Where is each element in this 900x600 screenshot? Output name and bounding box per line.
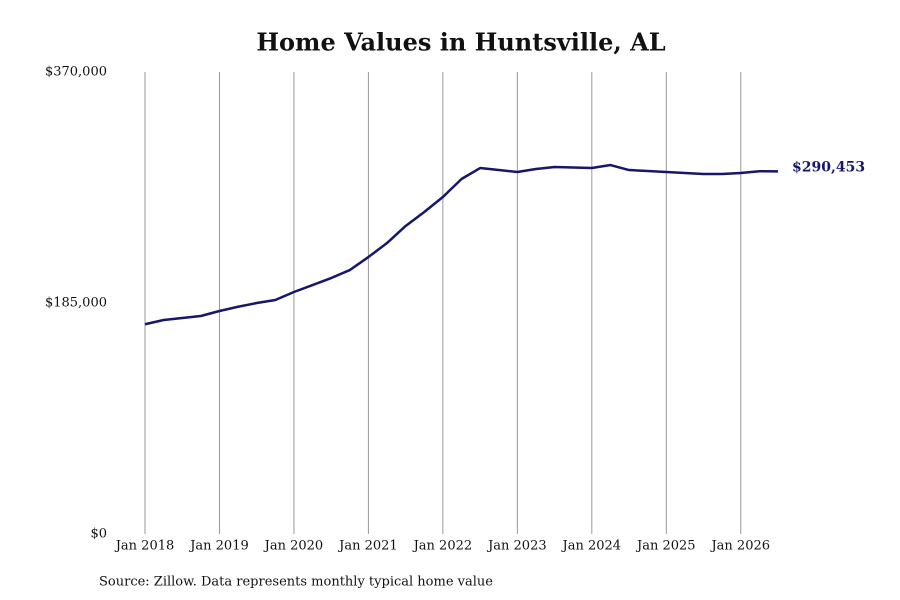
- x-tick-label: Jan 2023: [486, 539, 547, 554]
- y-tick-label: $185,000: [45, 296, 107, 311]
- x-tick-label: Jan 2018: [114, 539, 175, 554]
- x-tick-label: Jan 2025: [635, 539, 696, 554]
- x-tick-label: Jan 2024: [561, 539, 622, 554]
- x-tick-label: Jan 2019: [188, 539, 249, 554]
- value-label: $290,453: [792, 159, 865, 175]
- x-tick-label: Jan 2026: [709, 539, 770, 554]
- data-line: [144, 163, 779, 326]
- chart-title: Home Values in Huntsville, AL: [256, 28, 665, 57]
- x-tick-label: Jan 2022: [412, 539, 473, 554]
- source-note: Source: Zillow. Data represents monthly …: [99, 575, 493, 590]
- y-tick-label: $0: [90, 527, 107, 542]
- x-tick-label: Jan 2020: [263, 539, 324, 554]
- y-tick-label: $370,000: [45, 65, 107, 80]
- x-tick-label: Jan 2021: [337, 539, 398, 554]
